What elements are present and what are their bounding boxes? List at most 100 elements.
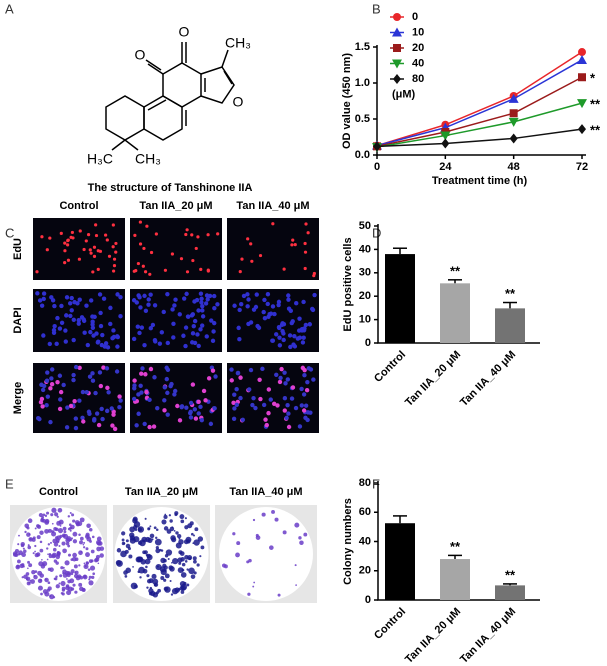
- row-label: Merge: [12, 382, 24, 414]
- colony: [42, 561, 48, 567]
- cell: [183, 325, 189, 330]
- cell: [279, 366, 284, 372]
- colony: [70, 558, 74, 562]
- series-line: [376, 128, 583, 148]
- colony: [247, 592, 251, 596]
- cell: [258, 253, 263, 258]
- colony: [69, 511, 72, 514]
- cell: [72, 398, 77, 404]
- colony: [73, 564, 78, 569]
- colony: [21, 552, 26, 558]
- x-tick-label: Tan IIA_40 μM: [458, 606, 518, 666]
- cell: [246, 297, 251, 302]
- cell: [142, 342, 147, 348]
- colony: [155, 546, 159, 550]
- colony: [149, 533, 155, 539]
- cell: [111, 245, 115, 249]
- colony: [181, 585, 186, 591]
- cell: [157, 341, 163, 346]
- colony: [184, 517, 187, 520]
- colony: [78, 533, 81, 537]
- cell: [304, 387, 310, 393]
- cell: [86, 409, 92, 414]
- annotation: **: [590, 123, 601, 138]
- colony: [26, 532, 31, 537]
- cell: [117, 394, 122, 399]
- colony: [146, 586, 149, 589]
- colony: [31, 570, 36, 575]
- cell: [35, 291, 40, 296]
- cell: [81, 419, 86, 424]
- colony: [74, 571, 77, 574]
- cell: [268, 397, 273, 402]
- column-label: Tan IIA_20 μM: [125, 486, 198, 498]
- colony: [57, 507, 63, 513]
- cell: [40, 387, 46, 393]
- colony: [143, 550, 148, 555]
- colony: [63, 530, 67, 534]
- cell: [208, 421, 214, 427]
- cell: [262, 297, 267, 303]
- cell: [229, 367, 234, 372]
- colony: [83, 541, 86, 544]
- colony: [133, 521, 141, 528]
- cell: [92, 245, 97, 249]
- cell: [308, 367, 314, 372]
- cell: [262, 315, 268, 321]
- colony: [183, 581, 187, 586]
- cell: [196, 399, 201, 405]
- colony: [51, 507, 57, 513]
- cell: [190, 382, 196, 387]
- cell: [96, 267, 100, 272]
- cell: [285, 402, 290, 408]
- colony: [44, 528, 49, 534]
- bar: [495, 308, 525, 343]
- colony: [82, 543, 85, 546]
- cell: [302, 373, 307, 378]
- colony: [23, 549, 27, 554]
- marker: [440, 131, 451, 141]
- annotation: **: [590, 97, 601, 112]
- colony: [37, 570, 43, 576]
- cell: [45, 394, 51, 399]
- cell: [213, 374, 218, 379]
- annotation: **: [450, 263, 461, 278]
- cell: [292, 333, 297, 339]
- colony: [85, 561, 89, 565]
- cell: [288, 344, 293, 350]
- colony: [139, 576, 142, 579]
- cell: [286, 293, 291, 298]
- marker: [441, 138, 450, 149]
- cell: [109, 406, 114, 411]
- cell: [181, 333, 186, 338]
- atom-label: O: [135, 47, 146, 63]
- colony: [37, 578, 43, 584]
- y-tick-label: 40: [359, 243, 371, 255]
- colony: [154, 538, 162, 546]
- colony: [36, 535, 41, 540]
- cell: [165, 340, 170, 346]
- colony: [71, 556, 77, 562]
- cell: [185, 314, 191, 319]
- cell: [245, 304, 250, 309]
- colony: [152, 592, 158, 598]
- cell: [196, 235, 200, 239]
- colony: [224, 564, 228, 569]
- cell: [253, 405, 258, 411]
- colony: [44, 518, 50, 524]
- cell: [136, 411, 141, 416]
- cell: [283, 381, 288, 386]
- colony: [60, 591, 64, 595]
- cell: [152, 375, 157, 380]
- colony: [60, 566, 64, 570]
- cell: [164, 376, 169, 382]
- colony: [246, 560, 250, 564]
- cell: [138, 220, 142, 224]
- cell: [90, 322, 95, 327]
- cell: [153, 339, 158, 344]
- colony: [147, 527, 151, 531]
- cell: [281, 322, 287, 327]
- colony: [121, 531, 126, 536]
- colony: [65, 541, 70, 546]
